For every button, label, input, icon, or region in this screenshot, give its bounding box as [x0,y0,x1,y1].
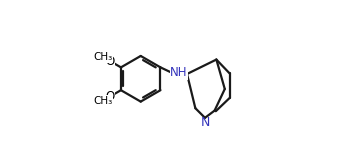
Text: O: O [105,90,115,103]
Text: O: O [105,55,115,68]
Text: CH₃: CH₃ [93,52,113,62]
Text: NH: NH [170,66,187,79]
Text: CH₃: CH₃ [93,95,113,106]
Text: N: N [201,116,210,129]
